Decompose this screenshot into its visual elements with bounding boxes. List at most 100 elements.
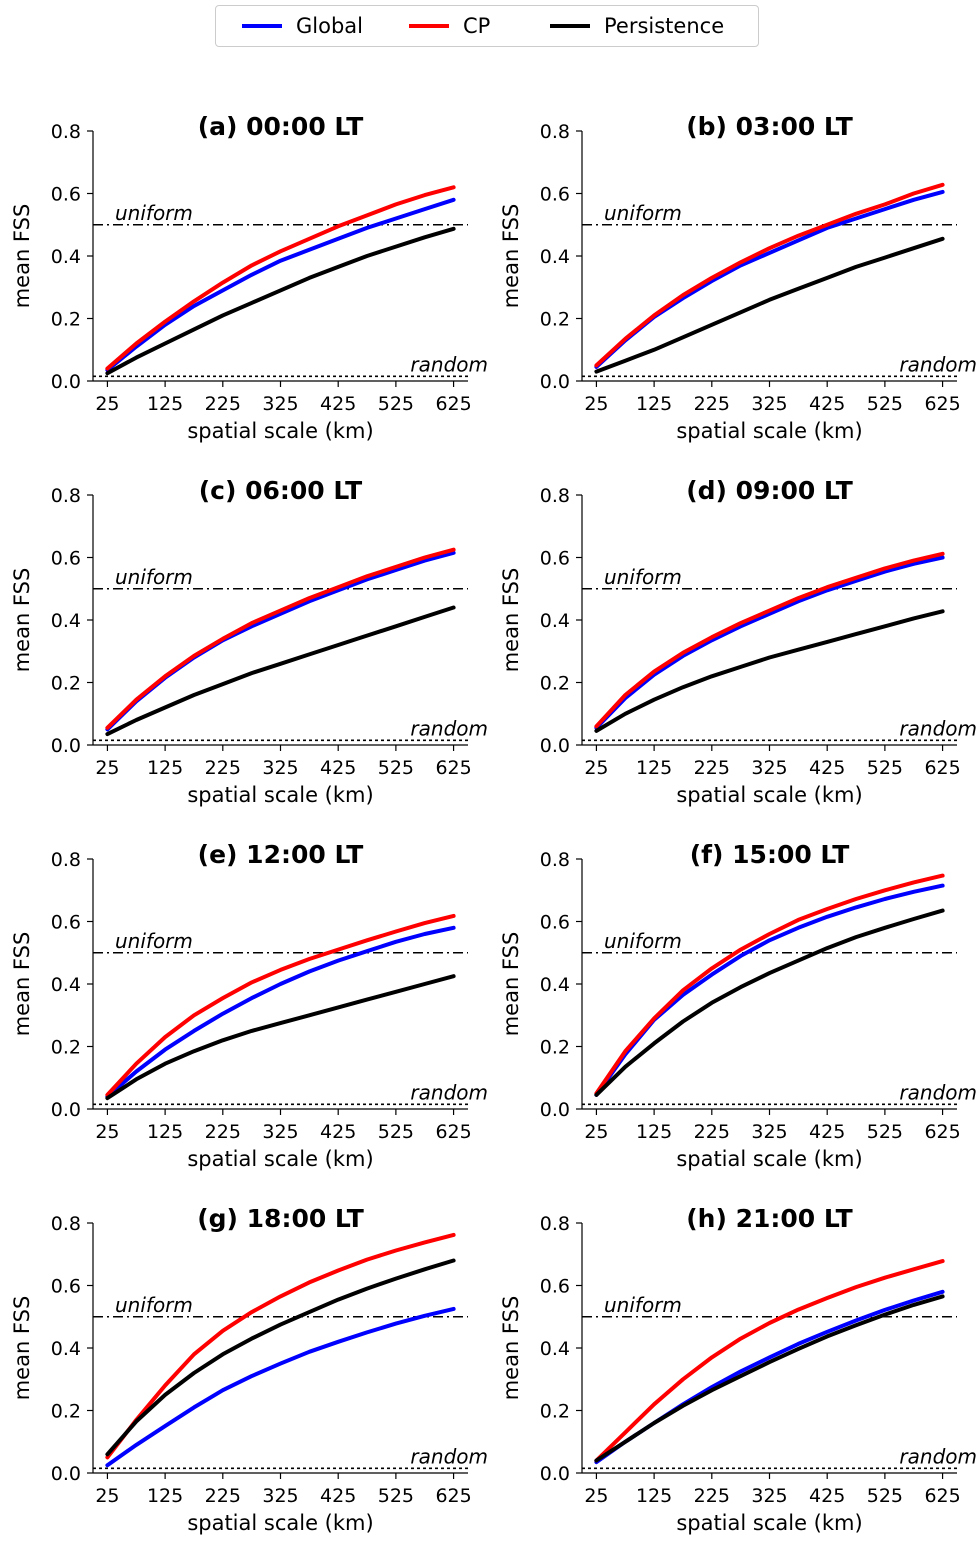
x-tick-label: 225	[694, 393, 730, 415]
x-axis-label: spatial scale (km)	[187, 419, 373, 443]
x-axis-label: spatial scale (km)	[676, 1147, 862, 1171]
legend-swatch-persistence	[550, 24, 590, 28]
x-tick-label: 125	[147, 1121, 183, 1143]
x-tick-label: 625	[924, 1121, 960, 1143]
x-tick-label: 425	[809, 393, 845, 415]
series-line-persistence	[105, 605, 456, 737]
x-tick-label: 125	[147, 393, 183, 415]
y-tick-label: 0.2	[540, 309, 570, 331]
series-line-cp	[594, 1259, 945, 1463]
x-tick-label: 525	[378, 393, 414, 415]
x-tick-label: 525	[867, 393, 903, 415]
y-tick-label: 0.4	[51, 246, 81, 268]
x-tick-label: 325	[262, 1121, 298, 1143]
legend-swatch-global	[242, 24, 282, 28]
x-tick-label: 225	[205, 393, 241, 415]
y-axis-label: mean FSS	[499, 932, 523, 1037]
x-tick-label: 525	[867, 1485, 903, 1507]
reference-label-random: random	[899, 1444, 977, 1468]
y-tick-label: 0.6	[51, 912, 81, 934]
series-line-global	[105, 925, 456, 1099]
x-tick-label: 125	[636, 1121, 672, 1143]
y-tick-label: 0.2	[51, 1037, 81, 1059]
reference-label-random: random	[410, 1444, 488, 1468]
y-axis-label: mean FSS	[10, 204, 34, 309]
y-tick-label: 0.0	[51, 1099, 81, 1121]
series-line-persistence	[105, 974, 456, 1101]
x-tick-label: 525	[378, 1121, 414, 1143]
reference-label-uniform: uniform	[115, 929, 193, 953]
legend: Global CP Persistence	[215, 5, 759, 47]
y-tick-label: 0.8	[51, 1213, 81, 1235]
reference-label-uniform: uniform	[115, 565, 193, 589]
x-axis-label: spatial scale (km)	[676, 1511, 862, 1535]
x-tick-label: 325	[751, 1485, 787, 1507]
x-tick-label: 25	[584, 393, 608, 415]
y-tick-label: 0.2	[540, 1401, 570, 1423]
y-tick-label: 0.0	[51, 371, 81, 393]
x-tick-label: 325	[751, 1121, 787, 1143]
y-tick-label: 0.8	[51, 121, 81, 143]
series-line-cp	[594, 873, 945, 1096]
x-tick-label: 125	[636, 393, 672, 415]
series-line-global	[594, 555, 945, 730]
y-tick-label: 0.4	[51, 974, 81, 996]
reference-label-uniform: uniform	[115, 201, 193, 225]
legend-item-persistence: Persistence	[550, 6, 724, 46]
legend-swatch-cp	[409, 24, 449, 28]
series-line-global	[594, 883, 945, 1097]
x-axis-label: spatial scale (km)	[187, 1511, 373, 1535]
x-tick-label: 425	[320, 393, 356, 415]
y-tick-label: 0.6	[51, 548, 81, 570]
y-tick-label: 0.4	[540, 1338, 570, 1360]
reference-label-uniform: uniform	[604, 1293, 682, 1317]
x-tick-label: 25	[95, 1485, 119, 1507]
series-line-global	[105, 1306, 456, 1468]
x-tick-label: 325	[751, 393, 787, 415]
y-tick-label: 0.0	[540, 735, 570, 757]
x-tick-label: 325	[262, 1485, 298, 1507]
y-tick-label: 0.4	[540, 246, 570, 268]
y-axis-label: mean FSS	[499, 1296, 523, 1401]
series-line-cp	[594, 182, 945, 368]
panel-f: uniform random 0.0 0.2 0.4 0.6 0.8 25 125 225 325 4…	[499, 840, 977, 1171]
panel-title: (g) 18:00 LT	[197, 1204, 364, 1233]
panel-h: uniform random 0.0 0.2 0.4 0.6 0.8 25 125 225 325 4…	[499, 1204, 977, 1535]
x-tick-label: 325	[262, 393, 298, 415]
y-tick-label: 0.0	[540, 1463, 570, 1485]
y-tick-label: 0.0	[51, 735, 81, 757]
reference-label-random: random	[410, 1080, 488, 1104]
series-line-cp	[105, 1232, 456, 1460]
x-tick-label: 225	[694, 1485, 730, 1507]
y-tick-label: 0.6	[51, 184, 81, 206]
reference-label-random: random	[410, 352, 488, 376]
y-tick-label: 0.8	[51, 849, 81, 871]
legend-item-cp: CP	[409, 6, 490, 46]
reference-label-random: random	[899, 352, 977, 376]
x-tick-label: 525	[378, 757, 414, 779]
y-axis-label: mean FSS	[10, 1296, 34, 1401]
y-tick-label: 0.2	[51, 1401, 81, 1423]
y-tick-label: 0.0	[540, 1099, 570, 1121]
x-tick-label: 25	[584, 1485, 608, 1507]
panel-c: uniform random 0.0 0.2 0.4 0.6 0.8 25 125 225 325 4…	[10, 476, 488, 807]
x-tick-label: 225	[205, 757, 241, 779]
y-axis-label: mean FSS	[499, 568, 523, 673]
y-tick-label: 0.4	[51, 610, 81, 632]
y-tick-label: 0.8	[51, 485, 81, 507]
panel-b: uniform random 0.0 0.2 0.4 0.6 0.8 25 125 225 325 4…	[499, 112, 977, 443]
y-tick-label: 0.8	[540, 1213, 570, 1235]
y-tick-label: 0.4	[540, 610, 570, 632]
y-tick-label: 0.6	[540, 912, 570, 934]
x-tick-label: 525	[378, 1485, 414, 1507]
x-tick-label: 425	[320, 1121, 356, 1143]
legend-label-global: Global	[296, 14, 363, 38]
reference-label-random: random	[410, 716, 488, 740]
y-tick-label: 0.6	[540, 184, 570, 206]
x-tick-label: 625	[924, 1485, 960, 1507]
x-tick-label: 625	[435, 1485, 471, 1507]
x-axis-label: spatial scale (km)	[676, 419, 862, 443]
panel-title: (b) 03:00 LT	[686, 112, 853, 141]
reference-label-random: random	[899, 716, 977, 740]
